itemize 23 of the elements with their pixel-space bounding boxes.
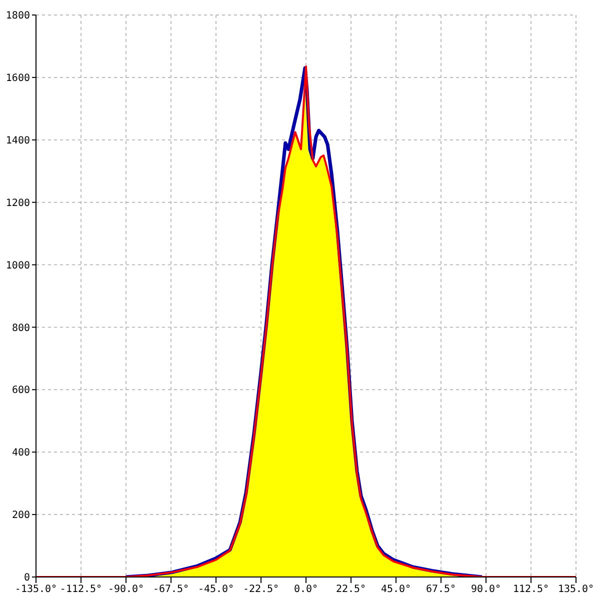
x-tick-label: 67.5° <box>426 584 456 596</box>
x-tick-label: 45.0° <box>380 584 412 596</box>
y-tick-label: 600 <box>12 385 30 396</box>
x-tick-label: 90.0° <box>470 584 502 596</box>
y-tick-label: 1800 <box>6 10 30 22</box>
y-tick-label: 1200 <box>6 198 30 209</box>
x-tick-label: 135.0° <box>558 584 594 596</box>
y-tick-label: 0 <box>24 572 30 584</box>
x-tick-label: -45.0° <box>198 584 234 596</box>
x-tick-label: -135.0° <box>14 584 58 596</box>
y-tick-label: 200 <box>12 510 30 522</box>
x-tick-label: 22.5° <box>336 584 366 596</box>
y-tick-label: 1000 <box>6 260 30 272</box>
x-tick-label: 112.5° <box>512 584 550 596</box>
x-tick-label: -90.0° <box>108 584 144 596</box>
y-tick-label: 1600 <box>6 72 30 84</box>
x-tick-label: 0.0° <box>294 584 318 596</box>
y-tick-label: 1400 <box>6 135 30 146</box>
x-tick-label: -67.5° <box>152 584 190 596</box>
y-tick-label: 400 <box>12 448 30 459</box>
y-tick-label: 800 <box>12 322 30 334</box>
x-tick-label: -22.5° <box>242 584 280 596</box>
x-tick-label: -112.5° <box>60 584 102 596</box>
